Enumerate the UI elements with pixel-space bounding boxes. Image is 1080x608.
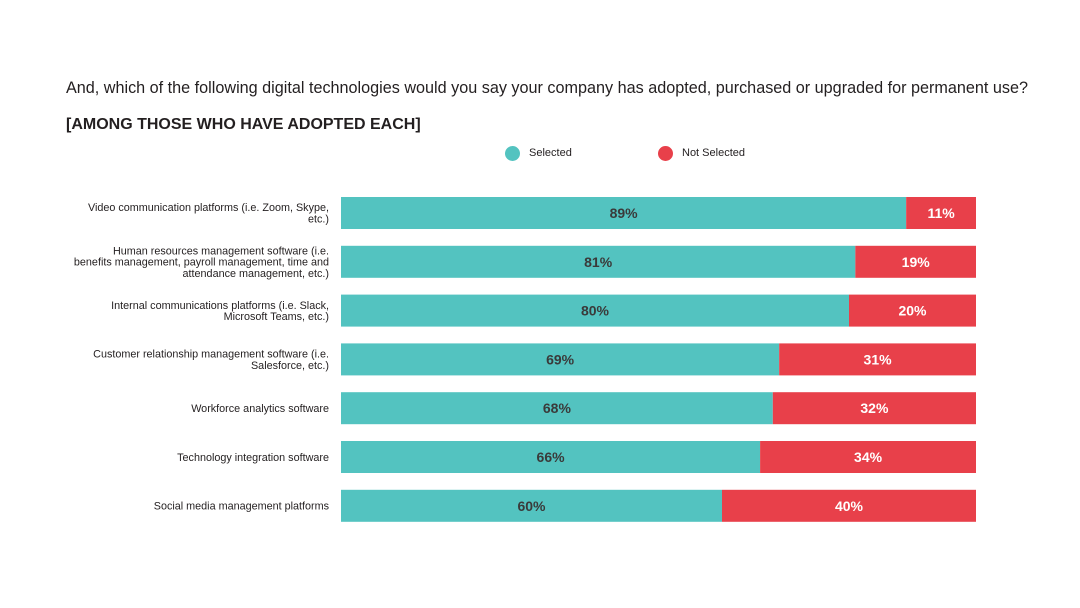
category-label: Social media management platforms [154, 501, 330, 513]
data-label-selected: 68% [543, 400, 572, 416]
data-label-selected: 81% [584, 254, 613, 270]
category-label: Workforce analytics software [191, 403, 329, 415]
category-label: Video communication platforms (i.e. Zoom… [88, 202, 329, 225]
category-label: Technology integration software [177, 452, 329, 464]
legend-swatch-not-selected-icon [658, 145, 673, 161]
data-label-selected: 69% [546, 351, 575, 367]
bar-selected [341, 343, 780, 376]
data-label-selected: 60% [517, 498, 546, 514]
bar-not-selected [772, 392, 976, 425]
bar-not-selected [722, 489, 976, 522]
data-label-selected: 89% [610, 205, 639, 221]
category-label: Customer relationship management softwar… [93, 349, 329, 372]
legend-swatch-selected-icon [505, 145, 520, 161]
bar-not-selected [760, 441, 976, 473]
bar-selected [341, 197, 907, 229]
chart-subtitle: [AMONG THOSE WHO HAVE ADOPTED EACH] [66, 116, 421, 133]
bar-selected [341, 441, 761, 473]
data-label-not-selected: 20% [898, 303, 927, 319]
bar-selected [341, 245, 856, 278]
chart-question: And, which of the following digital tech… [66, 79, 1028, 97]
bar-not-selected [779, 343, 976, 376]
legend-item-not-selected: Not Selected [658, 144, 745, 162]
bar-not-selected [855, 245, 976, 278]
bar-selected [341, 294, 849, 327]
data-label-not-selected: 19% [902, 254, 931, 270]
legend-item-selected: Selected [505, 144, 572, 162]
data-label-not-selected: 40% [835, 498, 864, 514]
category-label: Human resources management software (i.e… [74, 245, 329, 279]
bar-not-selected [906, 197, 976, 229]
legend-label-not-selected: Not Selected [682, 147, 745, 159]
bar-selected [341, 392, 773, 425]
data-label-not-selected: 32% [860, 400, 889, 416]
bar-not-selected [849, 294, 976, 327]
data-label-not-selected: 31% [864, 351, 893, 367]
data-label-not-selected: 11% [927, 205, 955, 221]
bar-selected [341, 489, 722, 522]
legend-label-selected: Selected [529, 147, 572, 159]
data-label-selected: 66% [537, 449, 566, 465]
category-label: Internal communications platforms (i.e. … [111, 300, 329, 323]
data-label-selected: 80% [581, 303, 610, 319]
data-label-not-selected: 34% [854, 449, 883, 465]
